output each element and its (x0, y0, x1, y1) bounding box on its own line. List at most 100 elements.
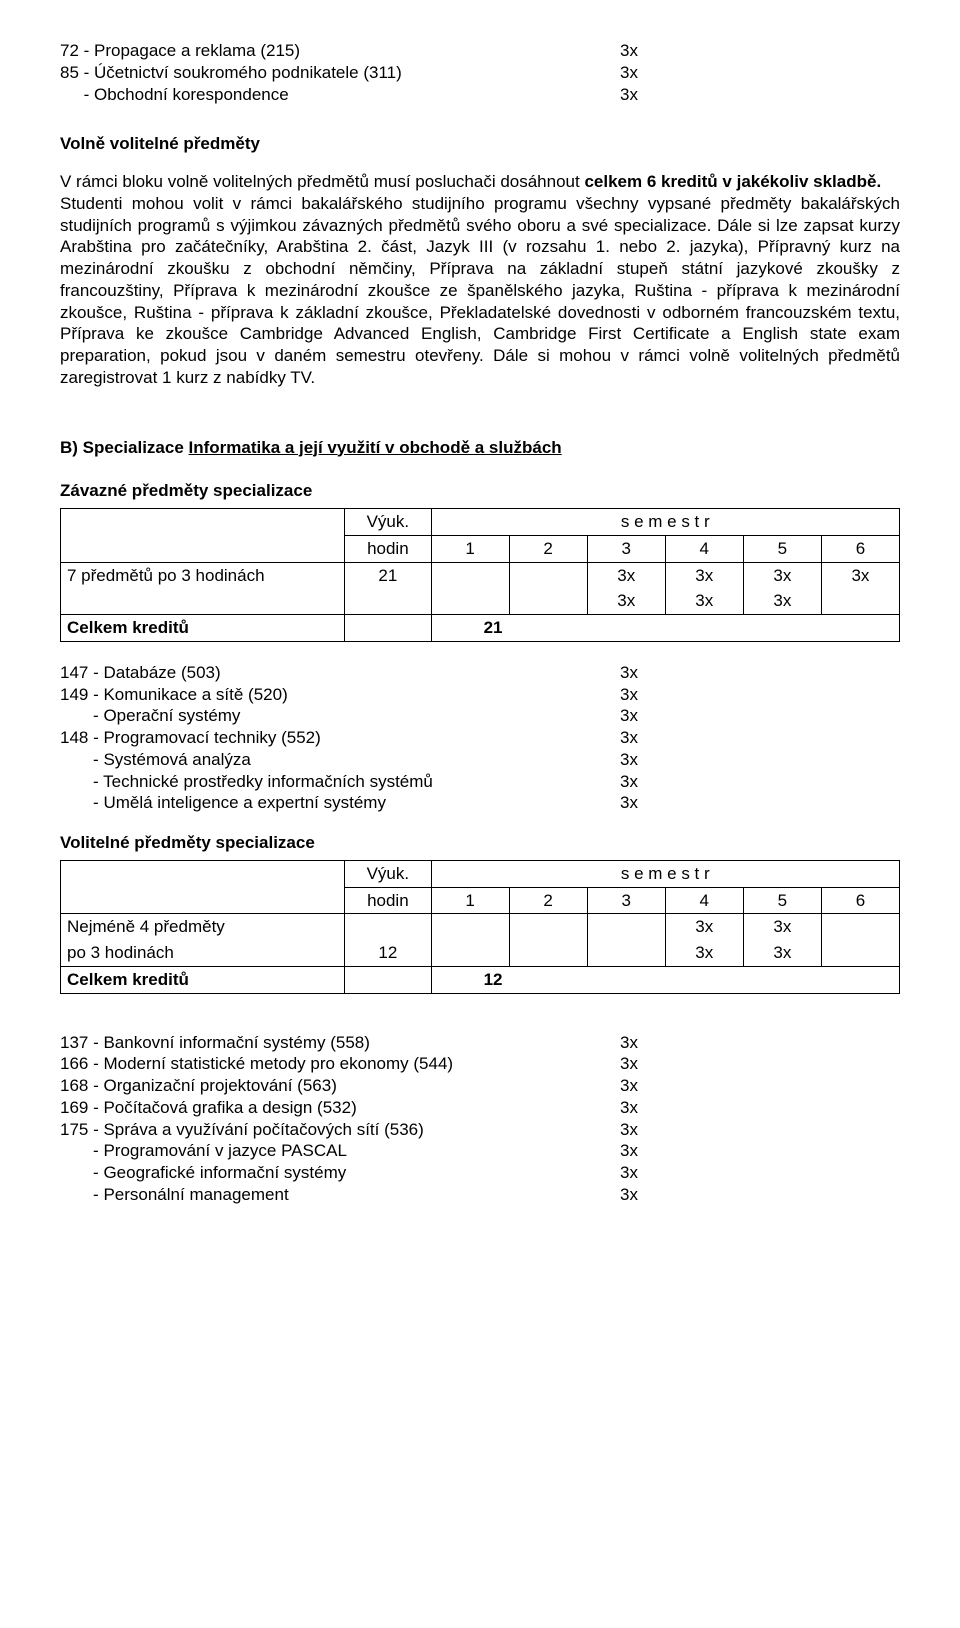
document-page: 72 - Propagace a reklama (215)3x85 - Úče… (60, 40, 900, 1206)
table-row: po 3 hodinách 12 3x 3x (61, 940, 900, 966)
list-item-label: 85 - Účetnictví soukromého podnikatele (… (60, 62, 620, 84)
col-6: 6 (821, 535, 899, 562)
list-item-credits: 3x (620, 792, 638, 814)
list-item-credits: 3x (620, 84, 638, 106)
t1-r1-c2 (509, 562, 587, 588)
mandatory-list: 147 - Databáze (503)3x149 - Komunikace a… (60, 662, 900, 814)
table-row: Nejméně 4 předměty 3x 3x (61, 914, 900, 940)
list-item-label: 166 - Moderní statistické metody pro eko… (60, 1053, 620, 1075)
list-item: - Operační systémy3x (60, 705, 900, 727)
list-item-label: 72 - Propagace a reklama (215) (60, 40, 620, 62)
mandatory-subjects-title: Závazné předměty specializace (60, 480, 900, 502)
t2-r2-c2 (509, 940, 587, 966)
table-total-row: Celkem kreditů 21 (61, 615, 900, 642)
t1-r1-c4: 3x (665, 562, 743, 588)
t2-total-val: 12 (431, 966, 899, 993)
t1-r2-c2 (509, 588, 587, 614)
list-item: 149 - Komunikace a sítě (520)3x (60, 684, 900, 706)
list-item-label: 137 - Bankovní informační systémy (558) (60, 1032, 620, 1054)
t2-r1-label: Nejméně 4 předměty (61, 914, 345, 940)
section-title-optional: Volně volitelné předměty (60, 133, 900, 155)
col-5: 5 (743, 887, 821, 914)
list-item: - Systémová analýza3x (60, 749, 900, 771)
list-item-label: - Programování v jazyce PASCAL (60, 1140, 620, 1162)
t2-r1-c4: 3x (665, 914, 743, 940)
list-item-credits: 3x (620, 62, 638, 84)
table-row: 7 předmětů po 3 hodinách 21 3x 3x 3x 3x (61, 562, 900, 588)
list-item-credits: 3x (620, 1162, 638, 1184)
list-item: - Obchodní korespondence3x (60, 84, 900, 106)
list-item: - Technické prostředky informačních syst… (60, 771, 900, 793)
list-item-label: 168 - Organizační projektování (563) (60, 1075, 620, 1097)
list-item-credits: 3x (620, 1032, 638, 1054)
list-item-label: - Technické prostředky informačních syst… (60, 771, 620, 793)
t2-r1-c1 (431, 914, 509, 940)
list-item-credits: 3x (620, 684, 638, 706)
list-item: 175 - Správa a využívání počítačových sí… (60, 1119, 900, 1141)
list-item: 72 - Propagace a reklama (215)3x (60, 40, 900, 62)
table-total-row: Celkem kreditů 12 (61, 966, 900, 993)
t1-r1-c5: 3x (743, 562, 821, 588)
t1-r1-hodin: 21 (345, 562, 431, 588)
list-item-label: - Umělá inteligence a expertní systémy (60, 792, 620, 814)
list-item-label: - Geografické informační systémy (60, 1162, 620, 1184)
list-item-credits: 3x (620, 727, 638, 749)
section-b-underlined: Informatika a její využití v obchodě a s… (189, 438, 562, 457)
t1-r2-c5: 3x (743, 588, 821, 614)
list-item-credits: 3x (620, 662, 638, 684)
optional-subjects-paragraph: V rámci bloku volně volitelných předmětů… (60, 171, 900, 193)
list-item-label: 147 - Databáze (503) (60, 662, 620, 684)
t2-r1-c3 (587, 914, 665, 940)
table-header-semestr: s e m e s t r (431, 860, 899, 887)
t1-r2-label (61, 588, 345, 614)
t2-r2-c4: 3x (665, 940, 743, 966)
list-item-credits: 3x (620, 771, 638, 793)
t1-r2-c6 (821, 588, 899, 614)
list-item-credits: 3x (620, 749, 638, 771)
list-item: - Umělá inteligence a expertní systémy3x (60, 792, 900, 814)
t1-r2-c1 (431, 588, 509, 614)
t2-r2-label: po 3 hodinách (61, 940, 345, 966)
list-item-credits: 3x (620, 1184, 638, 1206)
list-item-label: - Operační systémy (60, 705, 620, 727)
para1-lead: V rámci bloku volně volitelných předmětů… (60, 172, 584, 191)
list-item: 85 - Účetnictví soukromého podnikatele (… (60, 62, 900, 84)
t1-r1-label: 7 předmětů po 3 hodinách (61, 562, 345, 588)
list-item-credits: 3x (620, 1140, 638, 1162)
col-1: 1 (431, 887, 509, 914)
list-item: 166 - Moderní statistické metody pro eko… (60, 1053, 900, 1075)
list-item-label: - Personální management (60, 1184, 620, 1206)
list-item-label: - Obchodní korespondence (60, 84, 620, 106)
col-3: 3 (587, 887, 665, 914)
t1-r2-hodin (345, 588, 431, 614)
table-header-semestr: s e m e s t r (431, 509, 899, 536)
col-2: 2 (509, 887, 587, 914)
col-3: 3 (587, 535, 665, 562)
list-item-credits: 3x (620, 1053, 638, 1075)
list-item: 169 - Počítačová grafika a design (532)3… (60, 1097, 900, 1119)
t2-r1-hodin (345, 914, 431, 940)
table-header-vyuk: Výuk. (345, 509, 431, 536)
col-4: 4 (665, 887, 743, 914)
list-item-credits: 3x (620, 40, 638, 62)
t1-total-val: 21 (431, 615, 899, 642)
list-item-label: 175 - Správa a využívání počítačových sí… (60, 1119, 620, 1141)
list-item-label: - Systémová analýza (60, 749, 620, 771)
elective-subjects-title: Volitelné předměty specializace (60, 832, 900, 854)
list-item: 148 - Programovací techniky (552)3x (60, 727, 900, 749)
list-item: - Personální management3x (60, 1184, 900, 1206)
table-header-hodin: hodin (345, 535, 431, 562)
table-header-hodin: hodin (345, 887, 431, 914)
col-6: 6 (821, 887, 899, 914)
t1-total-blank (345, 615, 431, 642)
list-item-label: 149 - Komunikace a sítě (520) (60, 684, 620, 706)
t2-total-blank (345, 966, 431, 993)
table-row: 3x 3x 3x (61, 588, 900, 614)
section-b-prefix: B) Specializace (60, 438, 189, 457)
table-blank-header (61, 860, 345, 914)
para1-bold: celkem 6 kreditů v jakékoliv skladbě. (584, 172, 881, 191)
list-item-credits: 3x (620, 1075, 638, 1097)
t1-r2-c4: 3x (665, 588, 743, 614)
list-item-credits: 3x (620, 705, 638, 727)
intro-subject-list: 72 - Propagace a reklama (215)3x85 - Úče… (60, 40, 900, 105)
